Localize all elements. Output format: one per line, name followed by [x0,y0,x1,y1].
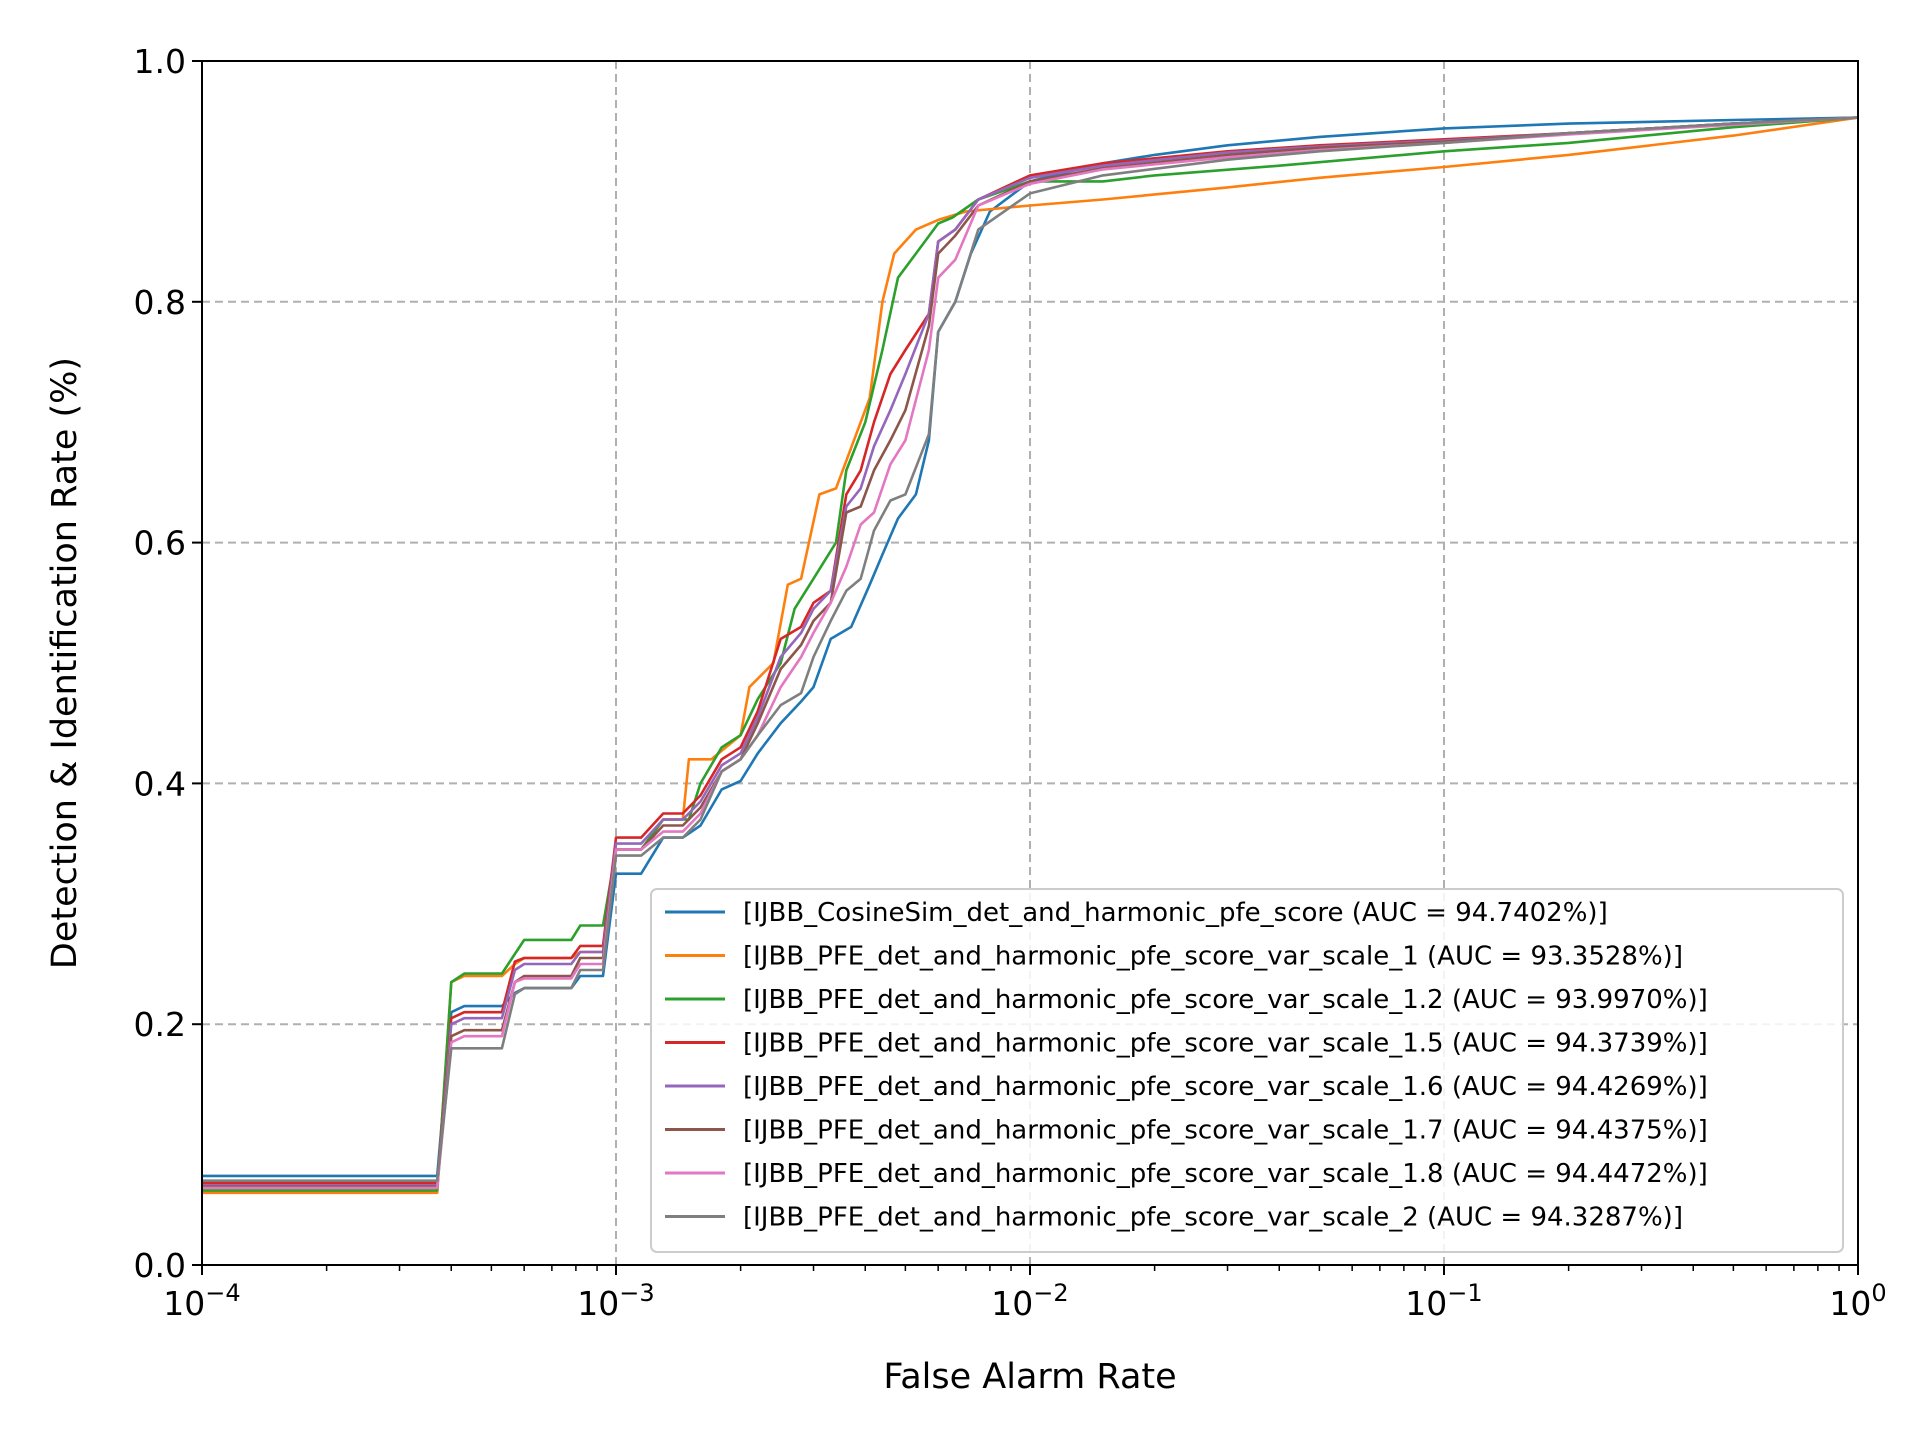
x-axis-ticks: 10−4 10−3 10−2 10−1 100 [163,1265,1887,1323]
x-tick-label: 100 [1829,1279,1886,1323]
y-tick-label: 0.4 [134,764,186,803]
series-line-8 [202,116,1859,1182]
series-line-3 [202,116,1859,1192]
y-axis-ticks: 0.0 0.2 0.4 0.6 0.8 1.0 [134,42,202,1285]
legend-label: [IJBB_PFE_det_and_harmonic_pfe_score_var… [743,1029,1708,1059]
x-axis-label: False Alarm Rate [883,1357,1176,1397]
legend-label: [IJBB_CosineSim_det_and_harmonic_pfe_sco… [743,898,1608,928]
legend-entry: [IJBB_PFE_det_and_harmonic_pfe_score_var… [665,985,1708,1015]
y-tick-label: 0.2 [134,1005,186,1044]
series-lines [202,116,1859,1195]
x-tick-label: 10−4 [163,1279,240,1323]
x-tick-label: 10−3 [577,1279,654,1323]
x-tick-label: 10−1 [1405,1279,1482,1323]
legend-entry: [IJBB_PFE_det_and_harmonic_pfe_score_var… [665,1029,1708,1059]
legend-label: [IJBB_PFE_det_and_harmonic_pfe_score_var… [743,1072,1708,1102]
series-line-5 [202,116,1859,1187]
legend-entry: [IJBB_PFE_det_and_harmonic_pfe_score_var… [665,1072,1708,1102]
y-tick-label: 0.6 [134,524,186,563]
series-line-7 [202,116,1859,1190]
legend-entry: [IJBB_PFE_det_and_harmonic_pfe_score_var… [665,1203,1683,1233]
legend-box [650,888,1844,1253]
x-tick-label: 10−2 [991,1279,1068,1323]
y-tick-label: 0.8 [134,283,186,322]
y-axis-label: Detection & Identification Rate (%) [45,357,85,969]
y-tick-label: 0.0 [134,1246,186,1285]
legend-entry: [IJBB_PFE_det_and_harmonic_pfe_score_var… [665,1159,1708,1189]
series-line-4 [202,116,1859,1185]
legend-label: [IJBB_PFE_det_and_harmonic_pfe_score_var… [743,1159,1708,1189]
series-line-6 [202,116,1859,1188]
legend-label: [IJBB_PFE_det_and_harmonic_pfe_score_var… [743,1116,1708,1146]
legend-label: [IJBB_PFE_det_and_harmonic_pfe_score_var… [743,1203,1683,1233]
legend-label: [IJBB_PFE_det_and_harmonic_pfe_score_var… [743,985,1708,1015]
legend-entry: [IJBB_CosineSim_det_and_harmonic_pfe_sco… [665,898,1608,928]
legend: [IJBB_CosineSim_det_and_harmonic_pfe_sco… [650,888,1844,1253]
legend-label: [IJBB_PFE_det_and_harmonic_pfe_score_var… [743,942,1683,972]
legend-entry: [IJBB_PFE_det_and_harmonic_pfe_score_var… [665,942,1683,972]
y-tick-label: 1.0 [134,42,186,81]
legend-entry: [IJBB_PFE_det_and_harmonic_pfe_score_var… [665,1116,1708,1146]
